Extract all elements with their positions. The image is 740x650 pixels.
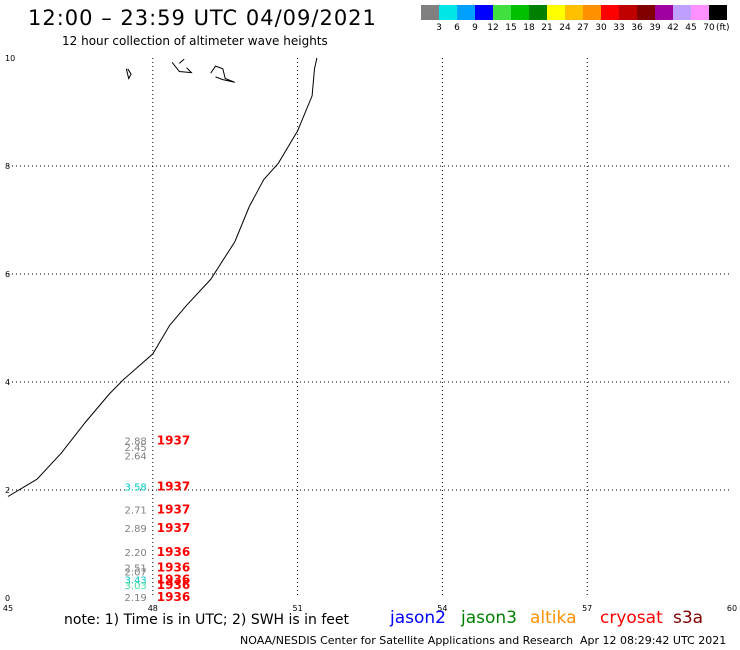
legend-label: 33 [613, 23, 625, 33]
legend-label: 24 [559, 23, 571, 33]
legend-swatch [601, 5, 619, 20]
satellite-jason3: jason3 [461, 608, 517, 628]
time-label: 1937 [157, 503, 190, 517]
swh-label: 3.43 [125, 576, 147, 587]
time-label: 1936 [157, 545, 190, 559]
footer-credit: NOAA/NESDIS Center for Satellite Applica… [240, 634, 574, 647]
x-tick-label: 51 [293, 604, 303, 613]
island [171, 61, 193, 74]
legend-label: 27 [577, 23, 589, 33]
coastline [7, 57, 318, 497]
time-label: 1937 [157, 479, 190, 493]
legend-swatch [655, 5, 673, 20]
y-tick-label: 4 [5, 378, 10, 387]
y-tick-label: 10 [5, 54, 15, 63]
legend-label: 30 [595, 23, 607, 33]
y-tick-label: 8 [5, 162, 10, 171]
legend-swatch [547, 5, 565, 20]
island [210, 65, 236, 83]
time-label: 1936 [157, 560, 190, 574]
swh-label: 2.20 [125, 548, 147, 559]
legend-label: 42 [667, 23, 679, 33]
legend-label: 39 [649, 23, 661, 33]
swh-label: 2.51 [125, 563, 147, 574]
legend-swatch [493, 5, 511, 20]
swh-label: 2.89 [125, 524, 147, 535]
legend-unit: (ft) [716, 23, 730, 33]
legend-swatch [421, 5, 439, 20]
legend-swatch [691, 5, 709, 20]
time-label: 1937 [157, 521, 190, 535]
x-tick-label: 57 [582, 604, 592, 613]
x-tick-label: 54 [437, 604, 447, 613]
y-tick-label: 6 [5, 270, 10, 279]
swh-label: 2.88 [125, 436, 147, 447]
legend-swatch [439, 5, 457, 20]
legend-label: 9 [472, 23, 478, 33]
legend-swatch [511, 5, 529, 20]
x-tick-label: 60 [727, 604, 737, 613]
map-subtitle: 12 hour collection of altimeter wave hei… [62, 34, 328, 48]
legend-label: 6 [454, 23, 460, 33]
legend-label: 21 [541, 23, 553, 33]
legend-label: 3 [436, 23, 442, 33]
y-tick-label: 0 [5, 594, 10, 603]
legend-swatch [673, 5, 691, 20]
satellite-s3a: s3a [673, 608, 704, 628]
legend-swatch [709, 5, 727, 20]
x-tick-label: 45 [3, 604, 13, 613]
legend-swatch [457, 5, 475, 20]
swh-label: 2.45 [125, 443, 147, 454]
legend-swatch [475, 5, 493, 20]
time-label: 1937 [157, 433, 190, 447]
satellite-cryosat: cryosat [600, 608, 663, 628]
x-tick-label: 48 [148, 604, 158, 613]
legend-swatch [529, 5, 547, 20]
legend-label: 36 [631, 23, 643, 33]
legend-label: 45 [685, 23, 697, 33]
swh-label: 3.58 [125, 482, 147, 493]
swh-label: 3.03 [125, 581, 147, 592]
legend-swatch [583, 5, 601, 20]
note-text: note: 1) Time is in UTC; 2) SWH is in fe… [64, 612, 350, 628]
time-label: 1936 [157, 573, 190, 587]
swh-label: 2.19 [125, 593, 147, 604]
map-title: 12:00 – 23:59 UTC 04/09/2021 [28, 6, 377, 30]
legend-label: 12 [487, 23, 499, 33]
legend-label: 15 [505, 23, 517, 33]
time-label: 1936 [157, 578, 190, 592]
island [125, 68, 132, 80]
legend-label: 18 [523, 23, 535, 33]
legend-swatch [637, 5, 655, 20]
time-label: 1936 [157, 590, 190, 604]
y-tick-label: 2 [5, 486, 10, 495]
swh-label: 2.64 [125, 452, 147, 463]
legend-swatch [619, 5, 637, 20]
swh-label: 2.07 [125, 568, 147, 579]
legend-label: 70 [703, 23, 715, 33]
island [178, 58, 185, 64]
legend-swatch [565, 5, 583, 20]
footer-timestamp: Apr 12 08:29:42 UTC 2021 [580, 634, 727, 647]
swh-label: 2.71 [125, 506, 147, 517]
satellite-altika: altika [530, 608, 577, 628]
satellite-jason2: jason2 [390, 608, 446, 628]
